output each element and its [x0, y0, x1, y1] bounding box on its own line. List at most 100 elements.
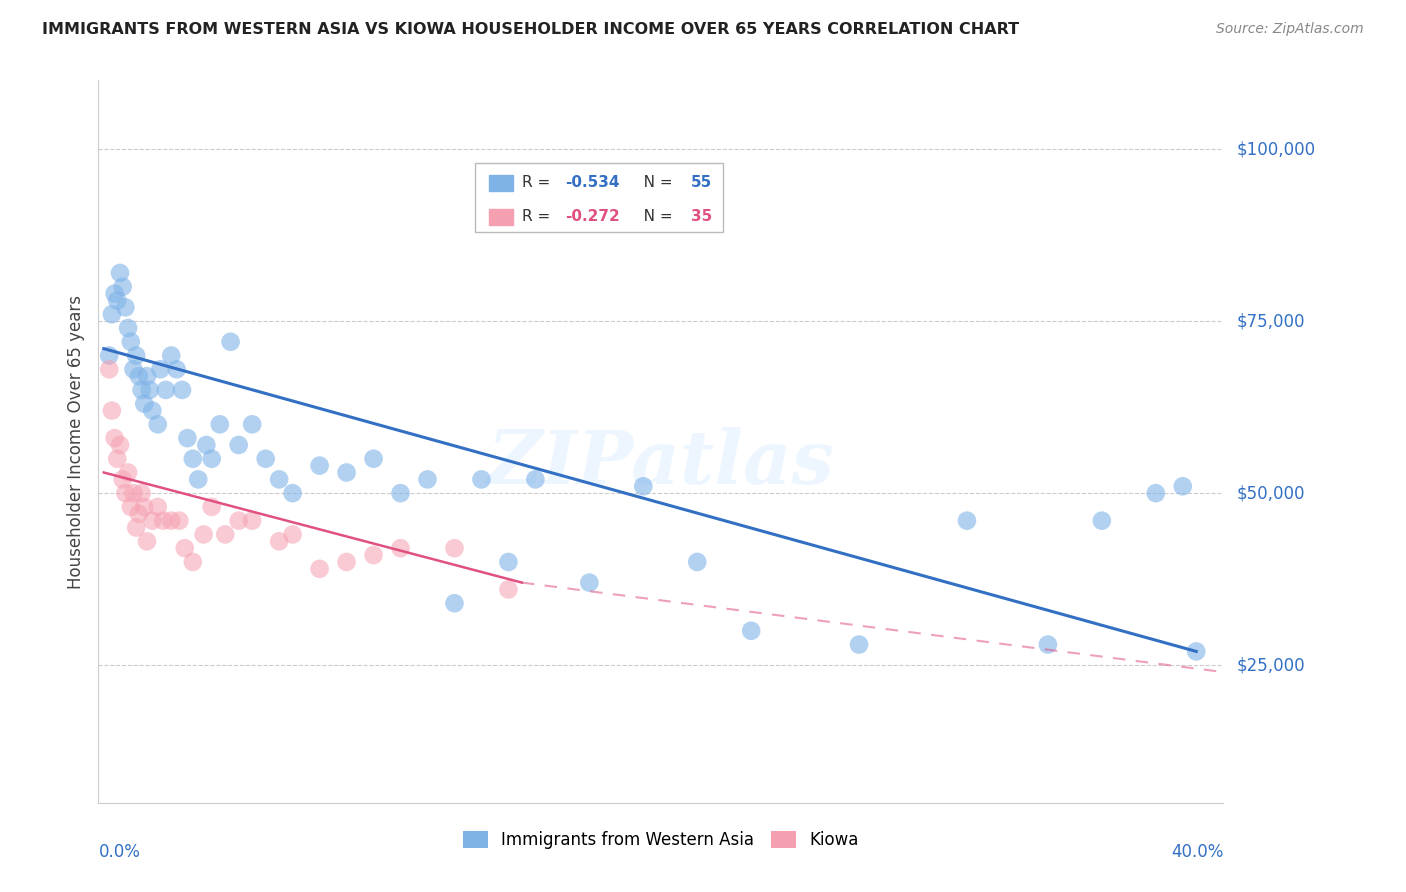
Point [173, 541, 195, 556]
Point [740, 624, 762, 638]
Point [108, 266, 131, 280]
Point [1185, 644, 1208, 658]
Point [1036, 638, 1059, 652]
Point [281, 527, 304, 541]
Text: 0.0%: 0.0% [98, 843, 141, 861]
Point [141, 403, 163, 417]
Point [160, 349, 183, 363]
Point [138, 383, 160, 397]
Point [240, 417, 263, 432]
Point [108, 438, 131, 452]
Point [389, 486, 412, 500]
Point [176, 431, 198, 445]
Point [170, 383, 193, 397]
Point [281, 486, 304, 500]
Point [117, 466, 139, 480]
Point [134, 397, 156, 411]
Point [146, 500, 169, 514]
Point [160, 514, 183, 528]
Y-axis label: Householder Income Over 65 years: Householder Income Over 65 years [66, 294, 84, 589]
Point [152, 514, 174, 528]
Point [195, 438, 218, 452]
Point [956, 514, 979, 528]
Text: -0.272: -0.272 [565, 210, 620, 225]
Point [181, 451, 204, 466]
Point [308, 458, 330, 473]
Point [166, 362, 188, 376]
Point [848, 638, 870, 652]
Point [193, 527, 215, 541]
Point [686, 555, 709, 569]
Point [254, 451, 277, 466]
Text: $50,000: $50,000 [1237, 484, 1306, 502]
Point [114, 301, 136, 315]
Point [120, 500, 142, 514]
Point [363, 451, 385, 466]
Point [269, 534, 291, 549]
Point [169, 514, 191, 528]
Point [122, 362, 145, 376]
Bar [489, 175, 513, 191]
Point [1091, 514, 1114, 528]
Text: Source: ZipAtlas.com: Source: ZipAtlas.com [1216, 22, 1364, 37]
Point [498, 555, 520, 569]
Point [1171, 479, 1194, 493]
Point [98, 349, 121, 363]
Text: R =: R = [523, 210, 555, 225]
Text: N =: N = [630, 210, 678, 225]
Point [125, 349, 148, 363]
Point [363, 548, 385, 562]
Text: 40.0%: 40.0% [1171, 843, 1223, 861]
Point [389, 541, 412, 556]
Point [104, 286, 127, 301]
Point [443, 541, 465, 556]
Point [117, 321, 139, 335]
Point [131, 383, 153, 397]
Point [131, 486, 153, 500]
Text: R =: R = [523, 175, 555, 190]
Point [524, 472, 547, 486]
Point [120, 334, 142, 349]
Text: IMMIGRANTS FROM WESTERN ASIA VS KIOWA HOUSEHOLDER INCOME OVER 65 YEARS CORRELATI: IMMIGRANTS FROM WESTERN ASIA VS KIOWA HO… [42, 22, 1019, 37]
Point [335, 555, 357, 569]
Point [228, 514, 250, 528]
Point [146, 417, 169, 432]
Text: N =: N = [630, 175, 678, 190]
Point [136, 534, 159, 549]
Point [578, 575, 600, 590]
FancyBboxPatch shape [475, 163, 723, 232]
Point [141, 514, 163, 528]
Point [114, 486, 136, 500]
Point [240, 514, 263, 528]
Point [111, 472, 134, 486]
Point [201, 500, 224, 514]
Text: $75,000: $75,000 [1237, 312, 1306, 330]
Point [98, 362, 121, 376]
Point [128, 369, 150, 384]
Point [125, 520, 148, 534]
Text: ZIPatlas: ZIPatlas [488, 427, 834, 500]
Text: $25,000: $25,000 [1237, 657, 1306, 674]
Text: 35: 35 [692, 210, 713, 225]
Point [136, 369, 159, 384]
Text: 55: 55 [692, 175, 713, 190]
Point [111, 279, 134, 293]
Point [128, 507, 150, 521]
Bar [489, 209, 513, 225]
Point [187, 472, 209, 486]
Point [155, 383, 177, 397]
Point [335, 466, 357, 480]
Point [105, 293, 128, 308]
Point [498, 582, 520, 597]
Point [201, 451, 224, 466]
Point [633, 479, 655, 493]
Text: -0.534: -0.534 [565, 175, 620, 190]
Point [101, 307, 124, 321]
Point [208, 417, 231, 432]
Point [105, 451, 128, 466]
Point [181, 555, 204, 569]
Point [1144, 486, 1167, 500]
Point [443, 596, 465, 610]
Point [219, 334, 242, 349]
Point [149, 362, 172, 376]
